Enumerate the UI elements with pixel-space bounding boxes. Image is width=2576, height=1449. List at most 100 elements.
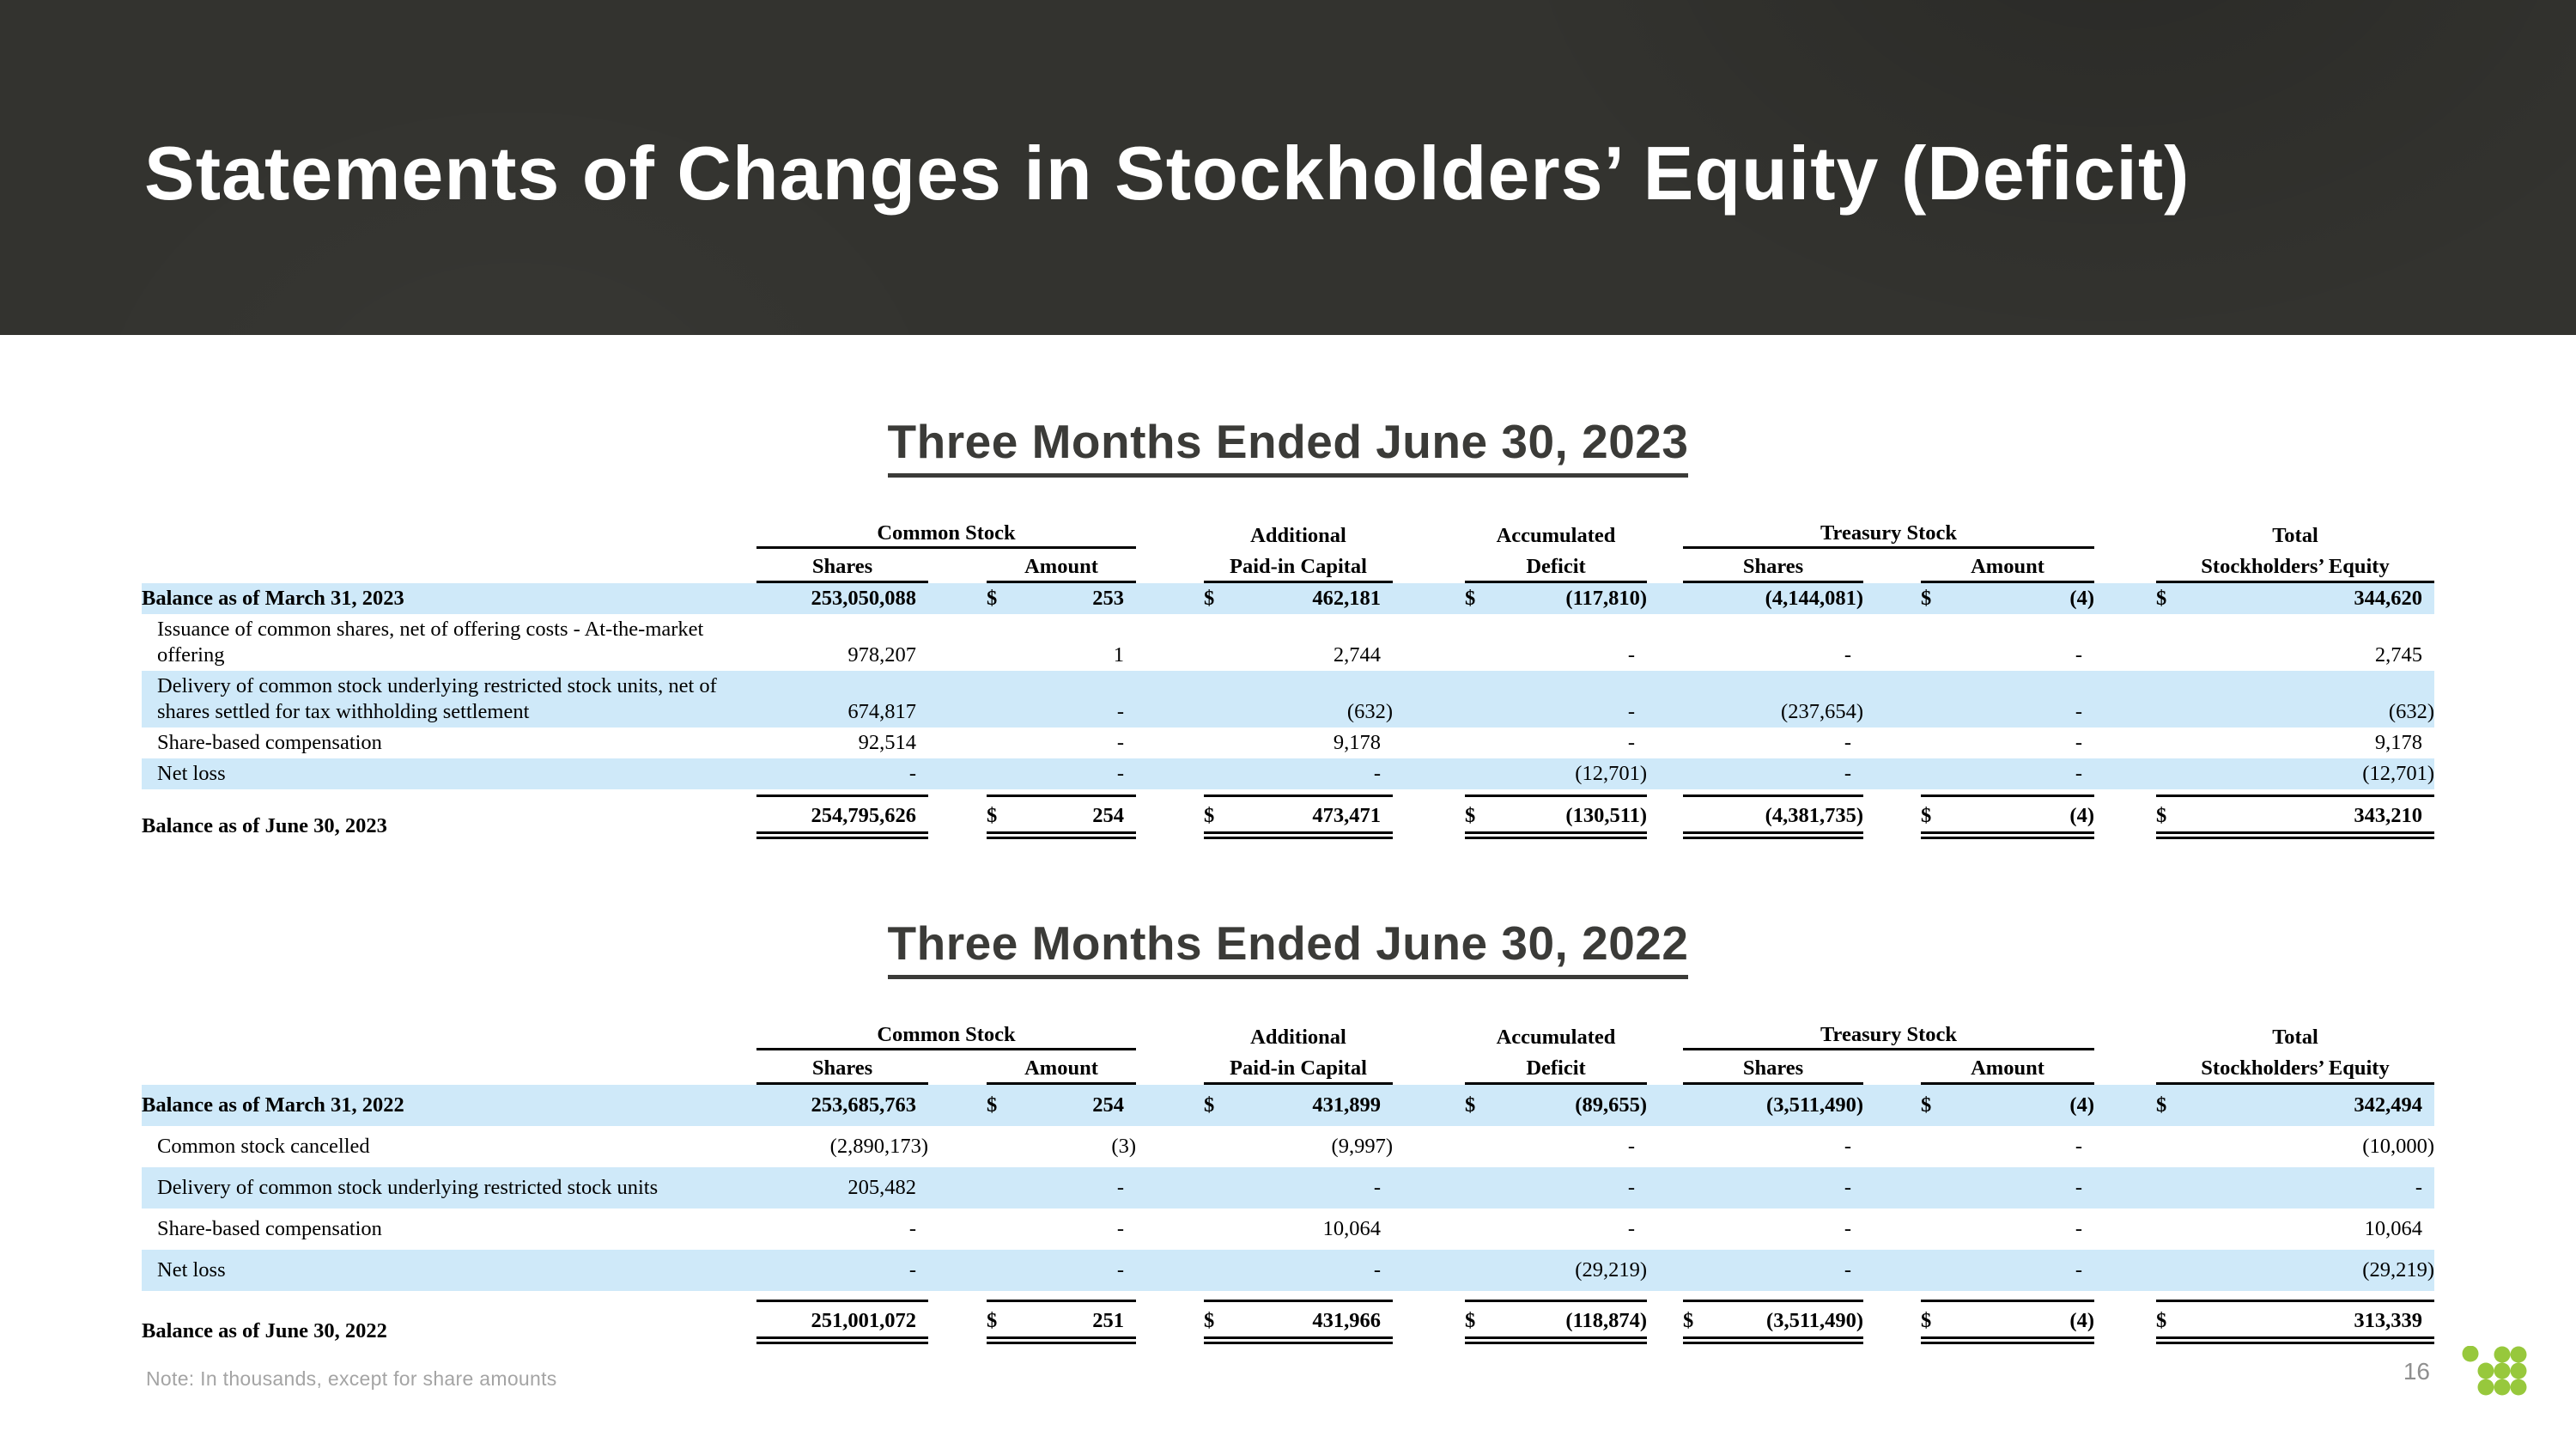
cell-value: - (2075, 1217, 2082, 1240)
cell-value-box: - (1683, 1175, 1863, 1201)
group-header-cell: Accumulated (1393, 1025, 1647, 1050)
cell-value: 9,178 (1333, 731, 1381, 754)
cell-value-box: 251,001,072 (756, 1300, 928, 1344)
cell-value: - (1844, 731, 1851, 754)
cell-value-box: (10,000) (2156, 1134, 2434, 1160)
cell-value: 344,620 (2354, 587, 2422, 610)
cell-paid-in-capital: - (1136, 1175, 1393, 1201)
cell-value: 254 (1092, 804, 1124, 827)
column-header-accumulated-deficit: Deficit (1393, 554, 1647, 583)
cell-treasury-amount: - (1863, 730, 2094, 756)
cell-paid-in-capital: 10,064 (1136, 1216, 1393, 1242)
row-label: Common stock cancelled (157, 1135, 370, 1158)
cell-common-amount: $254 (928, 795, 1136, 839)
cell-treasury-shares: - (1647, 1175, 1863, 1201)
cell-value: 253,050,088 (811, 587, 917, 610)
group-header-label: Treasury Stock (1683, 521, 2094, 549)
cell-total-equity: - (2094, 1175, 2434, 1201)
column-header-treasury-shares: Shares (1647, 1056, 1863, 1085)
cell-value-box: $ (4) (1921, 795, 2094, 839)
cell-common-amount: - (928, 1216, 1136, 1242)
row-label: Balance as of June 30, 2023 (142, 814, 387, 837)
cell-accumulated-deficit: - (1393, 1134, 1647, 1160)
cell-value-box: - (1465, 1216, 1647, 1242)
dollar-sign: $ (987, 1309, 998, 1332)
cell-value-box: - (987, 699, 1136, 725)
cell-value-box: - (1204, 761, 1393, 787)
column-header-common-shares: Shares (750, 1056, 928, 1085)
cell-value-box: - (1204, 1257, 1393, 1283)
group-header-label: Total (2272, 524, 2318, 547)
dollar-sign: $ (1204, 804, 1215, 827)
cell-common-amount: - (928, 1257, 1136, 1283)
cell-value: - (2075, 643, 2082, 667)
column-header-label: Amount (987, 1056, 1136, 1085)
dollar-sign: $ (1465, 1309, 1476, 1332)
cell-common-shares: 253,685,763 (750, 1093, 928, 1118)
dollar-sign: $ (1204, 1309, 1215, 1332)
cell-value: - (1844, 643, 1851, 667)
dollar-sign: $ (2156, 1309, 2167, 1332)
cell-value: (9,997) (1331, 1135, 1393, 1158)
cell-value: - (908, 1217, 916, 1240)
cell-common-amount: (3) (928, 1134, 1136, 1160)
group-header-label: Total (2272, 1026, 2318, 1049)
cell-value: (10,000) (2362, 1135, 2434, 1158)
cell-value: (3,511,490) (1766, 1093, 1863, 1117)
group-header-cell: Total (2094, 523, 2434, 549)
cell-value: - (2075, 1258, 2082, 1282)
column-header-label: Stockholders’ Equity (2156, 1056, 2434, 1085)
table-row: Balance as of June 30, 2022 251,001,072 $2… (142, 1291, 2434, 1352)
cell-value-box: (632) (1204, 699, 1393, 725)
cell-value: - (2075, 731, 2082, 754)
column-header-total-equity: Stockholders’ Equity (2094, 554, 2434, 583)
cell-common-shares: 674,817 (750, 699, 928, 725)
cell-value: - (1116, 1217, 1124, 1240)
cell-accumulated-deficit: $ (117,810) (1393, 586, 1647, 612)
cell-value-box: $431,899 (1204, 1093, 1393, 1118)
cell-value-box: - (987, 730, 1136, 756)
cell-treasury-shares: - (1647, 1257, 1863, 1283)
cell-total-equity: $313,339 (2094, 1300, 2434, 1344)
cell-value-box: $254 (987, 1093, 1136, 1118)
cell-treasury-shares: - (1647, 642, 1863, 668)
table-column-header-row: Shares Amount Paid-in Capital Deficit Shares… (142, 551, 2434, 583)
cell-treasury-amount: $ (4) (1863, 1093, 2094, 1118)
cell-value-box: 92,514 (756, 730, 928, 756)
cell-treasury-amount: - (1863, 1134, 2094, 1160)
cell-value: - (1116, 731, 1124, 754)
equity-table: Common Stock Additional Accumulated Treasur… (142, 1019, 2434, 1352)
cell-paid-in-capital: (632) (1136, 699, 1393, 725)
cell-paid-in-capital: $431,899 (1136, 1093, 1393, 1118)
cell-treasury-shares: - (1647, 1216, 1863, 1242)
cell-value: 431,966 (1312, 1309, 1381, 1332)
cell-value: 343,210 (2354, 804, 2422, 827)
column-header-common-amount: Amount (928, 554, 1136, 583)
cell-value-box: - (1921, 761, 2094, 787)
cell-value: - (1844, 1176, 1851, 1199)
group-header-cell: Additional (1136, 1025, 1393, 1050)
cell-value-box: - (1921, 1216, 2094, 1242)
group-header-label: Accumulated (1496, 524, 1616, 547)
cell-value: - (2075, 1176, 2082, 1199)
row-label: Net loss (157, 762, 226, 785)
cell-value-box: - (1921, 730, 2094, 756)
cell-value-box: - (756, 1216, 928, 1242)
cell-value-box: (9,997) (1204, 1134, 1393, 1160)
cell-value-box: - (1683, 1216, 1863, 1242)
column-header-treasury-shares: Shares (1647, 554, 1863, 583)
group-header-label: Additional (1250, 524, 1346, 547)
cell-common-shares: (2,890,173) (750, 1134, 928, 1160)
cell-total-equity: 2,745 (2094, 642, 2434, 668)
cell-value-box: (2,890,173) (756, 1134, 928, 1160)
group-header-label: Additional (1250, 1026, 1346, 1049)
table-row: Share-based compensation - - 10,064 - - - 10,06… (142, 1209, 2434, 1250)
cell-value: (4) (2069, 804, 2094, 827)
row-label: Delivery of common stock underlying rest… (157, 1176, 659, 1199)
dollar-sign: $ (987, 587, 998, 610)
cell-value: 253 (1092, 587, 1124, 610)
tables-container: Three Months Ended June 30, 2023 Common S… (0, 414, 2576, 1352)
cell-accumulated-deficit: (12,701) (1393, 761, 1647, 787)
cell-value-box: - (1683, 642, 1863, 668)
cell-paid-in-capital: - (1136, 761, 1393, 787)
